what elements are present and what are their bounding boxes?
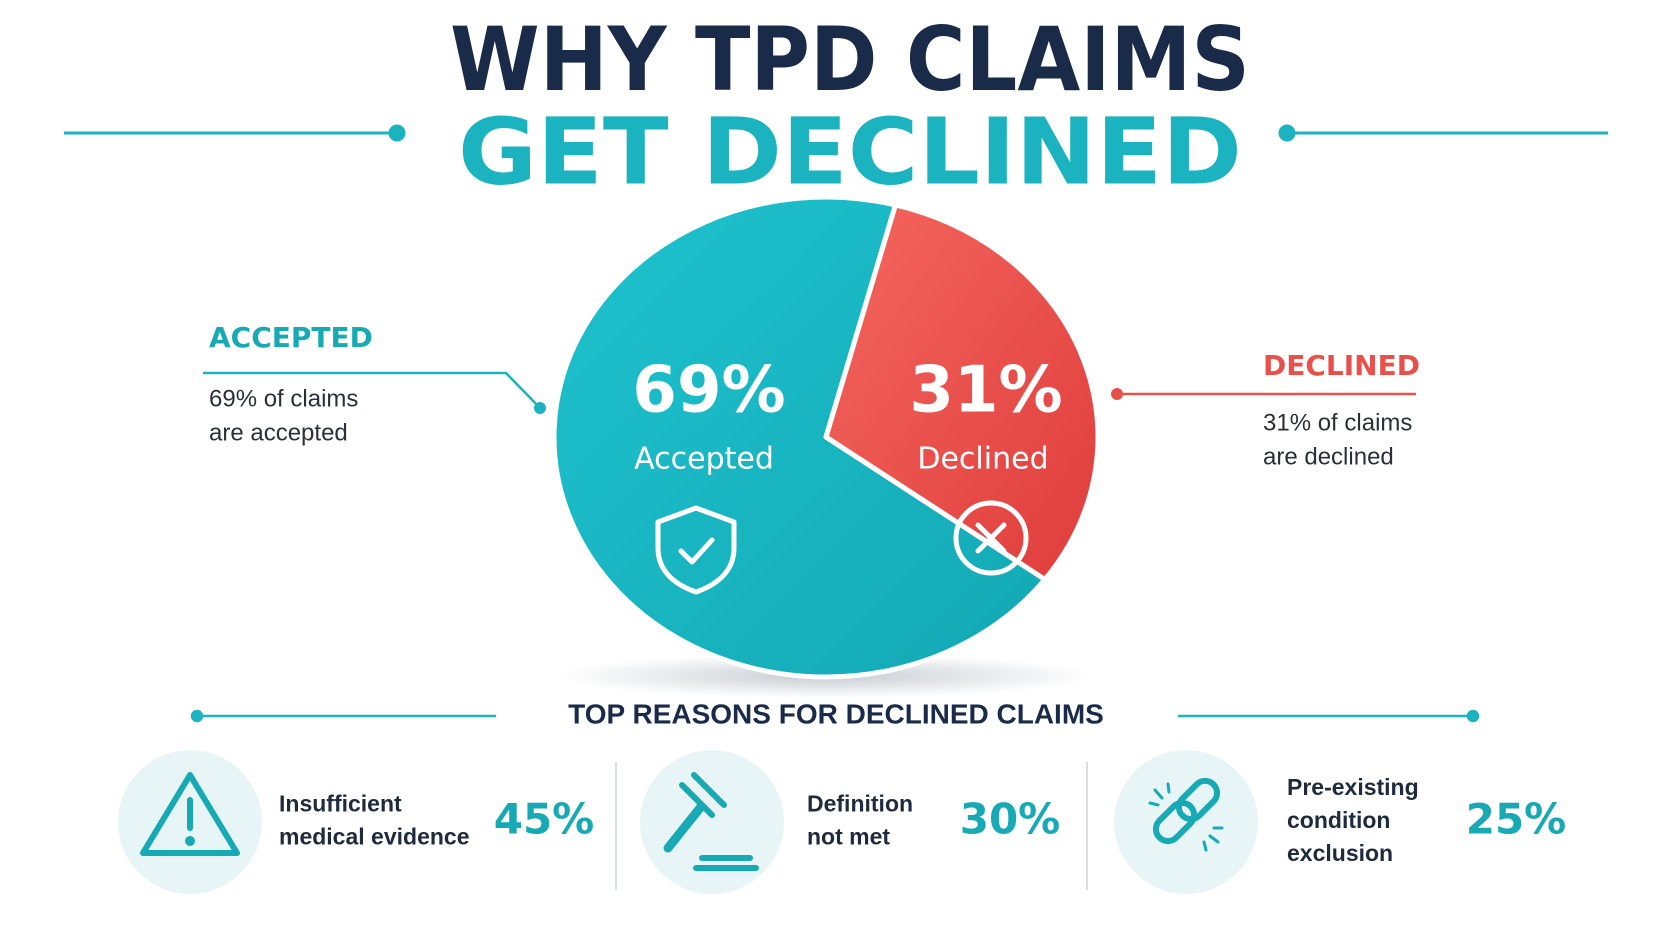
callout-dot	[534, 402, 546, 414]
reason-percent: 30%	[960, 795, 1061, 844]
reason-dividers	[615, 762, 1088, 890]
slice-category-label: Declined	[917, 442, 1048, 477]
callout-text: are declined	[1263, 443, 1394, 470]
callout-text: are accepted	[209, 419, 348, 446]
reason-percent: 25%	[1466, 795, 1567, 844]
reason-label: condition	[1287, 807, 1390, 833]
reason-list: Insufficient medical evidence 45% Definitio…	[279, 774, 1566, 866]
reason-icons	[140, 772, 1224, 871]
title-line: GET DECLINED	[458, 98, 1242, 205]
reason-label: exclusion	[1287, 840, 1393, 866]
section-rules	[190, 709, 1480, 723]
slice-value-label: 31%	[909, 354, 1062, 428]
callout-heading: ACCEPTED	[209, 321, 373, 354]
callout-heading: DECLINED	[1263, 349, 1420, 382]
reason-percent: 45%	[494, 795, 595, 844]
pie-slice	[823, 202, 1101, 582]
slice-value-label: 69%	[632, 354, 785, 428]
section-title: TOP REASONS FOR DECLINED CLAIMS	[568, 698, 1104, 729]
reason-label: Definition	[807, 791, 913, 817]
reason-label: Insufficient	[279, 791, 402, 817]
slice-category-label: Accepted	[634, 442, 774, 477]
pie-slice	[551, 194, 1048, 680]
title-rules	[64, 124, 1608, 142]
reason-label: medical evidence	[279, 824, 470, 850]
reason-label: Pre-existing	[1287, 774, 1419, 800]
pie: 69% Accepted 31% Declined	[551, 194, 1101, 680]
callout-text: 69% of claims	[209, 385, 358, 412]
pie-icons	[655, 500, 1029, 595]
title-line: WHY TPD CLAIMS	[450, 8, 1250, 111]
callout-text: 31% of claims	[1263, 409, 1412, 436]
callout-dot	[1111, 388, 1123, 400]
callout-leader	[203, 371, 541, 409]
reason-label: not met	[807, 824, 890, 850]
